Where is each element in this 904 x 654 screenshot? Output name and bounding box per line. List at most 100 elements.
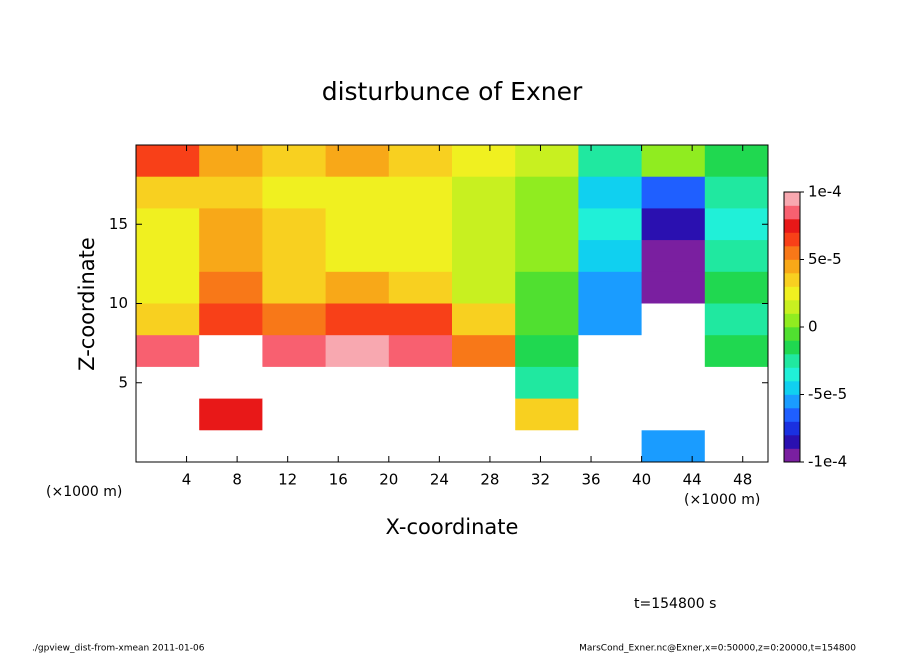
x-tick-label: 4 bbox=[182, 471, 192, 489]
field-cell bbox=[262, 240, 327, 273]
field-cell bbox=[388, 303, 453, 336]
x-tick-label: 48 bbox=[733, 471, 752, 489]
field-cell bbox=[578, 303, 643, 336]
colorbar-swatch bbox=[784, 232, 800, 247]
colorbar-swatch bbox=[784, 421, 800, 436]
colorbar-swatch bbox=[784, 394, 800, 409]
y-tick-label: 10 bbox=[109, 294, 128, 312]
colorbar-tick-label: -1e-4 bbox=[808, 453, 847, 471]
colorbar-swatch bbox=[784, 448, 800, 463]
x-tick-label: 32 bbox=[531, 471, 550, 489]
colorbar-swatch bbox=[784, 313, 800, 328]
colorbar-swatch bbox=[784, 192, 800, 206]
field-cell bbox=[388, 366, 453, 400]
field-cell bbox=[136, 398, 200, 431]
colorbar-swatch bbox=[784, 435, 800, 449]
field-cell bbox=[515, 271, 579, 304]
y-axis-label: Z-coordinate bbox=[75, 237, 99, 371]
field-cell bbox=[578, 145, 643, 178]
y-unit: (×1000 m) bbox=[46, 484, 122, 500]
field-cell bbox=[199, 303, 263, 336]
colorbar-tick-label: 5e-5 bbox=[808, 250, 842, 268]
field-cell bbox=[704, 145, 769, 178]
field-cell bbox=[388, 208, 453, 241]
field-cell bbox=[641, 145, 706, 178]
x-tick-label: 16 bbox=[329, 471, 348, 489]
colorbar-swatch bbox=[784, 300, 800, 314]
field-cell bbox=[578, 398, 643, 431]
colorbar-swatch bbox=[784, 259, 800, 274]
field-cell bbox=[704, 335, 769, 368]
field-cell bbox=[325, 398, 390, 431]
field-cell bbox=[515, 240, 579, 273]
field-cell bbox=[388, 335, 453, 368]
field-cell bbox=[641, 335, 706, 368]
field-cell bbox=[578, 430, 643, 463]
footer-left: ./gpview_dist-from-xmean 2011-01-06 bbox=[32, 644, 205, 654]
colorbar-swatch bbox=[784, 381, 800, 395]
colorbar-swatch bbox=[784, 205, 800, 220]
x-tick-label: 40 bbox=[632, 471, 651, 489]
field-cell bbox=[199, 335, 263, 368]
chart-title: disturbunce of Exner bbox=[322, 77, 583, 106]
field-cell bbox=[262, 430, 327, 463]
field-cell bbox=[325, 176, 390, 209]
field-cell bbox=[325, 240, 390, 273]
field-cell bbox=[388, 176, 453, 209]
field-cell bbox=[704, 176, 769, 209]
colorbar-swatch bbox=[784, 408, 800, 422]
field-cell bbox=[515, 335, 579, 368]
field-cell bbox=[262, 176, 327, 209]
field-cell bbox=[262, 271, 327, 304]
field-cell bbox=[641, 240, 706, 273]
field-cell bbox=[262, 398, 327, 431]
field-cell bbox=[325, 366, 390, 400]
x-tick-label: 12 bbox=[278, 471, 297, 489]
field-cell bbox=[515, 208, 579, 241]
field-cell bbox=[515, 145, 579, 178]
field-cell bbox=[641, 176, 706, 209]
colorbar-swatch bbox=[784, 327, 800, 341]
field-cell bbox=[262, 208, 327, 241]
field-cell bbox=[704, 303, 769, 336]
annotation: t=154800 s bbox=[634, 596, 716, 612]
field-cell bbox=[136, 208, 200, 241]
field-cell bbox=[262, 335, 327, 368]
field-cell bbox=[136, 303, 200, 336]
field-cell bbox=[578, 208, 643, 241]
field-cell bbox=[452, 208, 516, 241]
x-tick-label: 28 bbox=[480, 471, 499, 489]
field-cell bbox=[136, 145, 200, 178]
field-cell bbox=[578, 176, 643, 209]
field-cell bbox=[136, 335, 200, 368]
field-cell bbox=[136, 366, 200, 400]
field-cell bbox=[452, 398, 516, 431]
field-cell bbox=[452, 271, 516, 304]
y-tick-label: 5 bbox=[118, 373, 128, 391]
colorbar-tick-label: 1e-4 bbox=[808, 183, 842, 201]
colorbar-swatch bbox=[784, 273, 800, 287]
colorbar-tick-label: 0 bbox=[808, 318, 818, 336]
field-cell bbox=[704, 398, 769, 431]
field-cell bbox=[325, 303, 390, 336]
field-cell bbox=[325, 145, 390, 178]
field-cell bbox=[578, 240, 643, 273]
field-cell bbox=[704, 366, 769, 400]
field-cell bbox=[325, 335, 390, 368]
field-cell bbox=[704, 240, 769, 273]
field-cell bbox=[199, 176, 263, 209]
field-cell bbox=[262, 366, 327, 400]
field-cell bbox=[641, 366, 706, 400]
field-cell bbox=[704, 430, 769, 463]
field-cell bbox=[262, 303, 327, 336]
field-cell bbox=[578, 335, 643, 368]
field-cell bbox=[578, 366, 643, 400]
field-cell bbox=[136, 176, 200, 209]
field-cell bbox=[641, 303, 706, 336]
field-cell bbox=[641, 271, 706, 304]
x-tick-label: 44 bbox=[683, 471, 702, 489]
field-cell bbox=[515, 303, 579, 336]
colorbar-swatch bbox=[784, 354, 800, 368]
field-cell bbox=[515, 176, 579, 209]
